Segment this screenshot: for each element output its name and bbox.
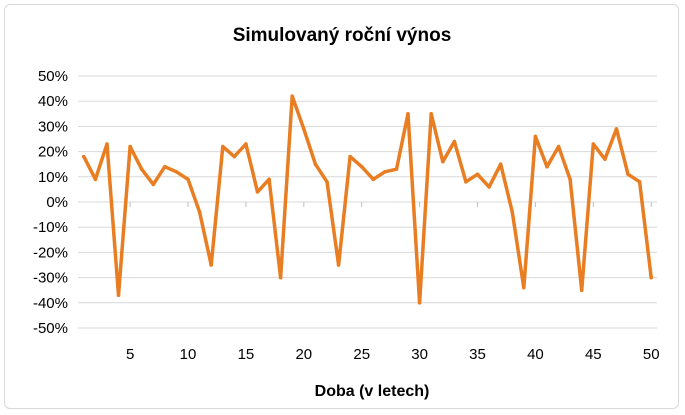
data-point bbox=[209, 263, 213, 267]
data-point bbox=[278, 275, 283, 280]
data-point bbox=[406, 112, 410, 116]
data-point bbox=[383, 169, 387, 174]
axes bbox=[78, 201, 657, 207]
x-axis-label: Doba (v letech) bbox=[315, 383, 430, 400]
data-point bbox=[637, 180, 642, 184]
data-point bbox=[174, 169, 179, 174]
chart-frame bbox=[4, 4, 679, 409]
data-point bbox=[522, 285, 526, 290]
data-point bbox=[649, 275, 654, 280]
data-point bbox=[267, 177, 271, 182]
data-point bbox=[325, 180, 329, 184]
data-point bbox=[394, 167, 399, 172]
y-tick-label: -50% bbox=[33, 320, 68, 337]
data-point bbox=[452, 139, 457, 144]
data-point bbox=[313, 162, 318, 166]
data-point bbox=[197, 210, 202, 214]
data-point bbox=[105, 142, 109, 146]
data-point bbox=[487, 185, 491, 189]
x-tick-label: 15 bbox=[238, 346, 255, 363]
x-tick-label: 40 bbox=[527, 346, 544, 363]
data-point bbox=[151, 182, 156, 187]
data-point bbox=[139, 167, 144, 172]
data-point bbox=[336, 263, 341, 267]
y-tick-label: 0% bbox=[46, 194, 68, 211]
data-point bbox=[417, 301, 422, 305]
data-point bbox=[128, 144, 132, 149]
data-point bbox=[498, 162, 503, 166]
series-layer bbox=[81, 94, 654, 305]
data-point bbox=[232, 154, 237, 159]
data-point bbox=[579, 288, 584, 293]
data-point bbox=[348, 154, 352, 159]
y-tick-label: -20% bbox=[33, 244, 68, 261]
data-point bbox=[116, 293, 121, 298]
data-point bbox=[556, 144, 561, 149]
y-tick-label: -30% bbox=[33, 270, 68, 287]
data-point bbox=[220, 144, 225, 149]
x-tick-label: 30 bbox=[411, 346, 428, 363]
data-point bbox=[545, 164, 549, 169]
data-point bbox=[510, 210, 515, 214]
x-tick-label: 25 bbox=[353, 346, 370, 363]
y-tick-label: 40% bbox=[38, 93, 68, 110]
x-tick-label: 50 bbox=[643, 346, 660, 363]
y-tick-label: 20% bbox=[38, 144, 68, 161]
series-line bbox=[82, 94, 653, 305]
y-tick-label: 10% bbox=[38, 169, 68, 186]
data-point bbox=[591, 142, 596, 146]
data-point bbox=[464, 180, 468, 184]
data-point bbox=[568, 177, 572, 182]
y-tick-label: 50% bbox=[38, 68, 68, 85]
x-tick-label: 35 bbox=[469, 346, 486, 363]
data-point bbox=[163, 164, 167, 169]
data-point bbox=[371, 177, 376, 182]
data-point bbox=[255, 190, 260, 194]
data-point bbox=[626, 172, 630, 177]
y-tick-label: -10% bbox=[33, 219, 68, 236]
data-point bbox=[302, 127, 306, 131]
y-tick-label: 30% bbox=[38, 118, 68, 135]
x-tick-label: 5 bbox=[126, 346, 134, 363]
data-point bbox=[359, 164, 364, 169]
chart-title: Simulovaný roční výnos bbox=[233, 25, 452, 46]
data-point bbox=[244, 142, 248, 146]
data-point bbox=[614, 127, 619, 131]
x-tick-label: 45 bbox=[585, 346, 602, 363]
x-tick-label: 10 bbox=[180, 346, 197, 363]
x-tick-label: 20 bbox=[295, 346, 312, 363]
tick-labels: 50% 40% 30% 20% 10% 0% -10% -20% -30% -40% -50% 5 10… bbox=[33, 68, 660, 363]
y-tick-label: -40% bbox=[33, 295, 68, 312]
data-point bbox=[93, 177, 98, 182]
data-point bbox=[290, 94, 295, 98]
data-point bbox=[429, 112, 433, 116]
data-point bbox=[440, 159, 445, 164]
data-point bbox=[475, 172, 480, 177]
data-point bbox=[186, 177, 190, 182]
data-point bbox=[603, 157, 607, 161]
data-point bbox=[81, 154, 86, 159]
data-point bbox=[533, 134, 538, 139]
